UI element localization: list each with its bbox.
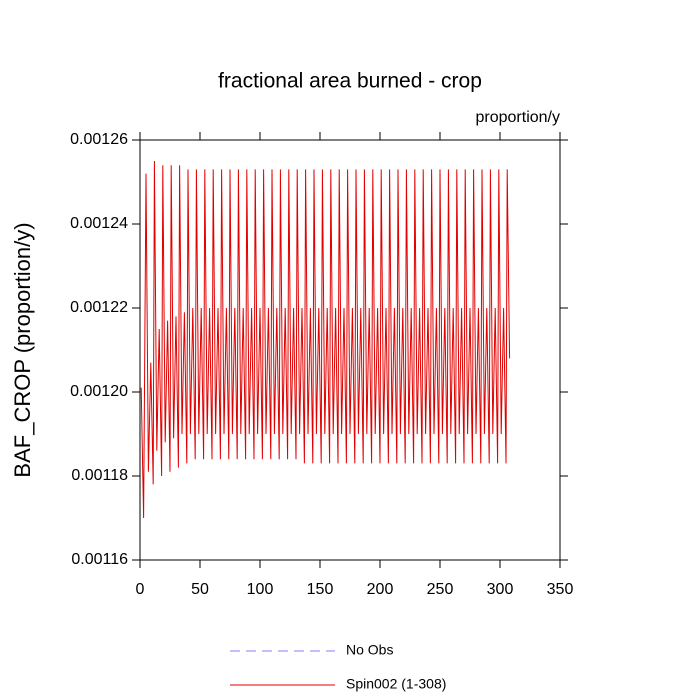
x-tick-label: 250 [427,581,454,598]
y-tick-label: 0.00116 [71,551,128,568]
x-tick-label: 150 [307,581,334,598]
y-axis-label: BAF_CROP (proportion/y) [10,222,35,477]
legend-label: Spin002 (1-308) [346,676,446,692]
x-tick-label: 50 [191,581,209,598]
x-tick-label: 0 [136,581,145,598]
y-tick-label: 0.00126 [70,131,128,148]
chart-subtitle: proportion/y [476,109,561,126]
x-tick-label: 350 [547,581,574,598]
x-tick-label: 100 [247,581,274,598]
x-tick-label: 200 [367,581,394,598]
plot-frame [139,139,561,561]
y-tick-label: 0.00120 [70,383,128,400]
data-line [140,160,511,519]
y-tick-label: 0.00118 [71,467,128,484]
legend-label: No Obs [346,642,393,658]
y-tick-label: 0.00124 [70,215,128,232]
y-tick-label: 0.00122 [70,299,128,316]
x-tick-label: 300 [487,581,514,598]
chart-title: fractional area burned - crop [218,70,482,93]
